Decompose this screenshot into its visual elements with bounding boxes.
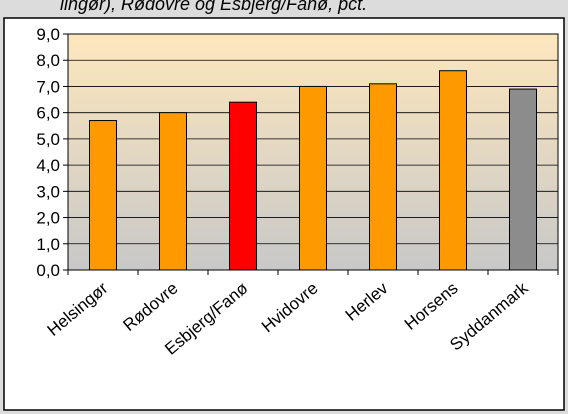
y-tick-labels: 0,0 1,0 2,0 3,0 4,0 5,0 6,0 7,0 8,0 9,0: [36, 25, 60, 280]
chart-title-fragment: lingør), Rødovre og Esbjerg/Fanø, pct.: [60, 0, 368, 14]
bars: [89, 70, 537, 271]
y-tick-label: 8,0: [36, 51, 60, 70]
bar-herlev: [369, 83, 397, 271]
y-tick-label: 9,0: [36, 25, 60, 44]
bar-hvidovre: [299, 85, 327, 271]
y-tick-label: 6,0: [36, 104, 60, 123]
bar-horsens: [439, 70, 467, 271]
bar-helsingør: [89, 120, 117, 271]
y-tick-label: 7,0: [36, 77, 60, 96]
bar-rødovre: [159, 112, 187, 271]
axes: [63, 33, 559, 275]
y-tick-label: 4,0: [36, 156, 60, 175]
y-tick-label: 3,0: [36, 182, 60, 201]
y-tick-label: 2,0: [36, 209, 60, 228]
y-tick-label: 5,0: [36, 130, 60, 149]
y-tick-label: 1,0: [36, 235, 60, 254]
y-tick-label: 0,0: [36, 261, 60, 280]
bar-syddanmark: [509, 88, 537, 271]
bar-esbjerg-fanø: [229, 101, 257, 271]
